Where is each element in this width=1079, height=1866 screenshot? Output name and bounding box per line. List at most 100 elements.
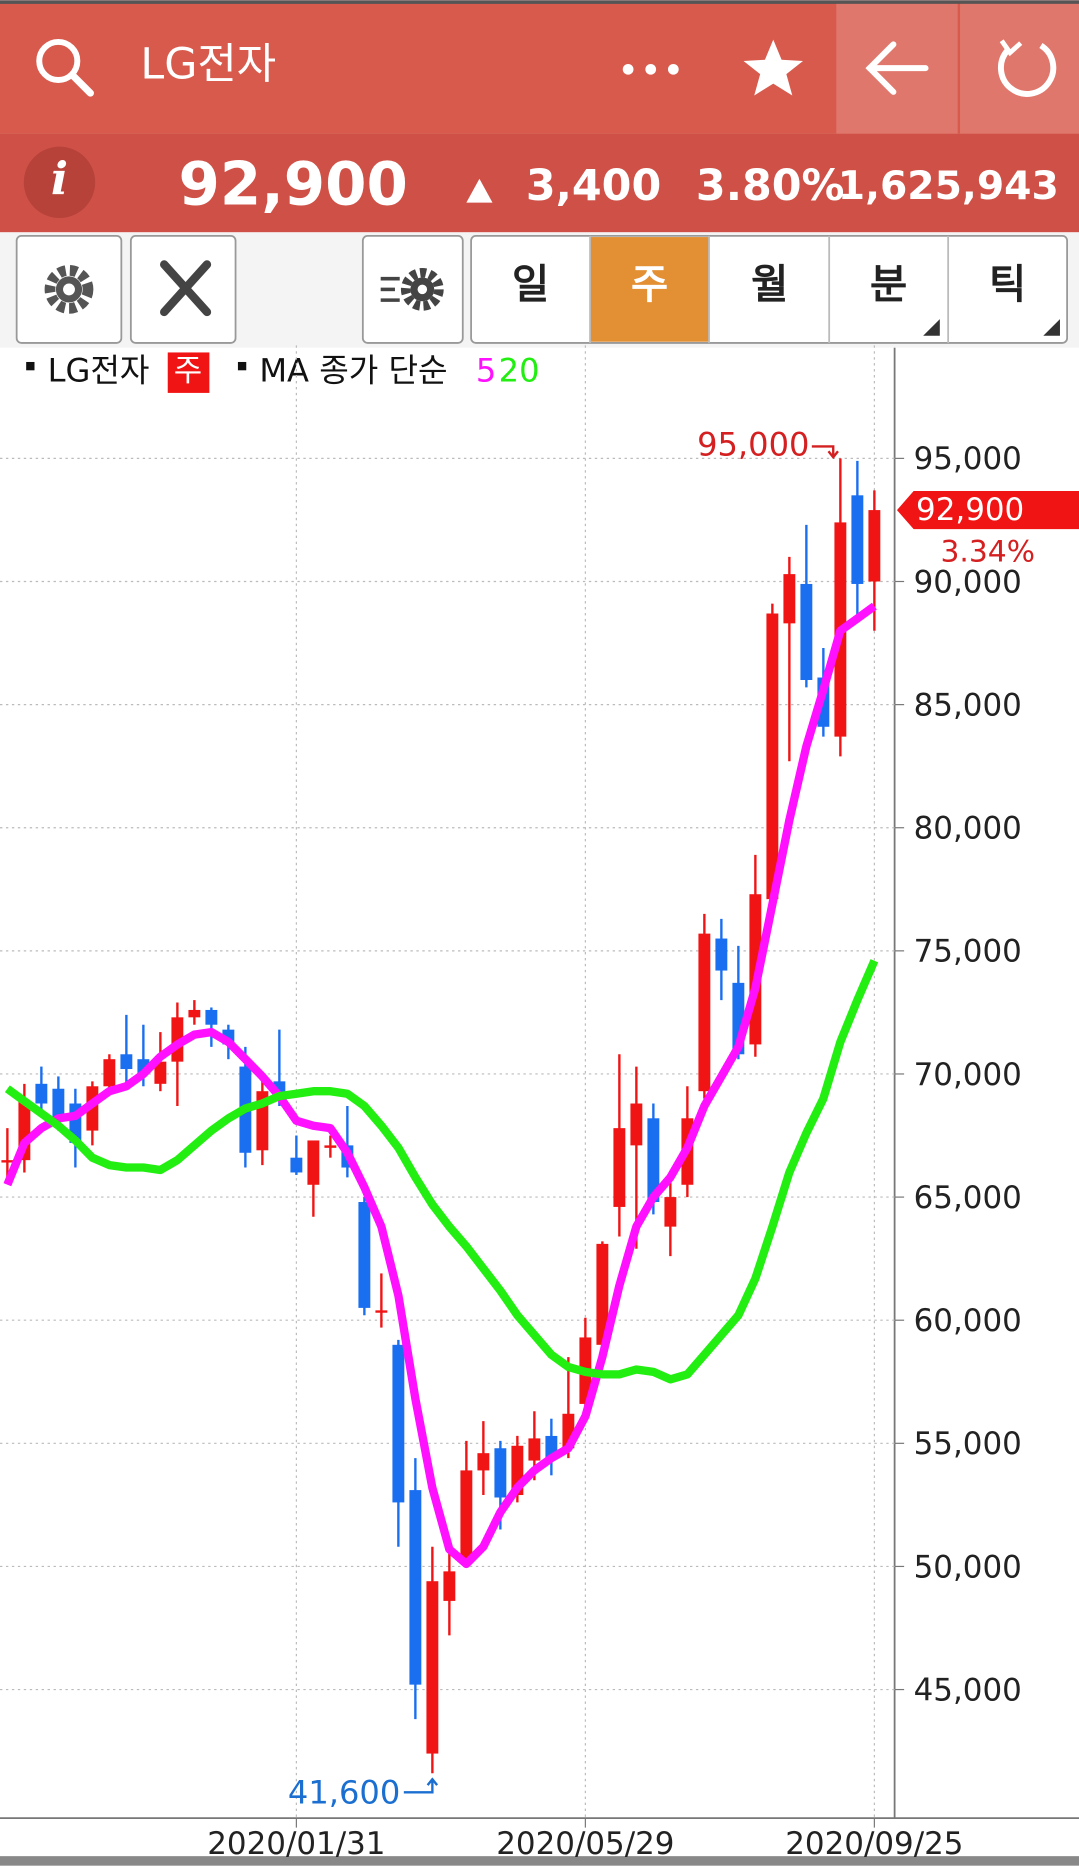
candle-body xyxy=(528,1438,541,1461)
candle-body xyxy=(783,574,796,624)
y-tick-label: 55,000 xyxy=(914,1426,1022,1462)
candle-body xyxy=(120,1054,133,1070)
candle-body xyxy=(52,1088,65,1119)
legend-ma-title: MA 종가 단순 xyxy=(259,352,447,390)
tools-button[interactable] xyxy=(129,234,237,344)
candle-body xyxy=(205,1009,218,1025)
candle-body xyxy=(18,1101,31,1161)
candle-body xyxy=(630,1103,643,1146)
candle-body xyxy=(324,1145,337,1148)
change: 3,400 xyxy=(526,161,661,211)
candle-body xyxy=(443,1571,456,1601)
candle-body xyxy=(35,1083,48,1104)
active-tab xyxy=(590,237,710,342)
y-tick-label: 80,000 xyxy=(914,811,1022,847)
refresh-icon-head xyxy=(999,39,1023,57)
candle-body xyxy=(256,1091,269,1151)
y-tick-label: 75,000 xyxy=(914,934,1022,970)
quote-bar xyxy=(0,133,1079,233)
candle-body xyxy=(647,1118,660,1203)
legend-period-box xyxy=(167,352,210,393)
candle-body xyxy=(851,495,864,584)
candle-body xyxy=(460,1470,473,1560)
tab[interactable]: 일 xyxy=(512,260,549,308)
max-arrow xyxy=(811,445,839,460)
candle-body xyxy=(409,1490,422,1685)
min-label: 41,600 xyxy=(288,1774,400,1812)
candle-body xyxy=(358,1202,371,1308)
refresh-button[interactable] xyxy=(960,3,1079,134)
legend-series: 5 xyxy=(476,352,496,390)
indicator-button[interactable] xyxy=(361,234,464,344)
candle-body xyxy=(222,1029,235,1045)
tab[interactable]: 월 xyxy=(751,260,788,308)
x-tick-label: 2020/01/31 xyxy=(207,1826,385,1862)
legend-period: 주 xyxy=(174,353,202,389)
candle-body xyxy=(596,1243,609,1345)
y-tick-label: 95,000 xyxy=(914,441,1022,477)
candle-body xyxy=(188,1009,201,1018)
candle-body xyxy=(664,1197,677,1227)
min-arrow xyxy=(403,1777,439,1794)
favorite-button[interactable] xyxy=(743,39,804,96)
legend-marker xyxy=(26,361,35,371)
candle-body xyxy=(426,1581,439,1754)
y-tick-label: 60,000 xyxy=(914,1303,1022,1339)
tab-dividers xyxy=(589,235,950,343)
candle-body xyxy=(613,1128,626,1207)
y-tick-label: 90,000 xyxy=(914,564,1022,600)
candle-body xyxy=(477,1453,490,1471)
up-triangle xyxy=(466,178,493,203)
ma-line xyxy=(4,959,879,1384)
status-edge xyxy=(0,0,1079,4)
settings-button[interactable] xyxy=(15,234,123,344)
candle-body xyxy=(307,1140,320,1185)
candle-body xyxy=(103,1059,116,1087)
candle-body xyxy=(511,1445,524,1496)
ma-line xyxy=(3,602,877,1569)
back-icon xyxy=(865,41,929,95)
candle-body xyxy=(154,1061,167,1084)
candle-body xyxy=(732,982,745,1055)
candle-body xyxy=(698,933,711,1092)
legend-stock: LG전자 xyxy=(48,352,150,390)
x-tick-label: 2020/05/29 xyxy=(496,1826,674,1862)
x-tick-label: 2020/09/25 xyxy=(785,1826,963,1862)
candle-body xyxy=(69,1103,82,1143)
volume: 1,625,943 xyxy=(838,164,1059,209)
candle-body xyxy=(392,1344,405,1503)
refresh-icon xyxy=(998,43,1057,97)
candle-body xyxy=(715,938,728,971)
candle-body xyxy=(290,1157,303,1173)
stock-title[interactable]: LG전자 xyxy=(140,39,276,89)
info-button[interactable] xyxy=(23,146,96,219)
candle-body xyxy=(137,1059,150,1074)
y-tick-label: 70,000 xyxy=(914,1057,1022,1093)
y-tick-label: 65,000 xyxy=(914,1180,1022,1216)
tab-corner xyxy=(1043,319,1060,336)
search-button[interactable] xyxy=(36,38,94,97)
more-button[interactable] xyxy=(622,63,679,75)
candle-body xyxy=(766,613,779,900)
candle-body xyxy=(868,510,881,582)
tab[interactable]: 틱 xyxy=(989,260,1026,308)
last-price-label: 92,900 xyxy=(916,492,1024,528)
legend-marker xyxy=(237,361,247,371)
tab[interactable]: 분 xyxy=(870,260,907,308)
y-tick-label: 85,000 xyxy=(914,687,1022,723)
last-change-label: 3.34% xyxy=(941,534,1035,569)
bottom-edge xyxy=(0,1856,1079,1866)
candle-body xyxy=(171,1017,184,1062)
info-icon: i xyxy=(51,152,68,205)
legend-series: 20 xyxy=(499,352,540,390)
candle-body xyxy=(562,1413,575,1449)
change-rate: 3.80% xyxy=(696,161,845,211)
tab[interactable]: 주 xyxy=(631,260,668,308)
y-tick-label: 50,000 xyxy=(914,1549,1022,1585)
price: 92,900 xyxy=(178,150,407,219)
max-label: 95,000 xyxy=(697,425,809,463)
plot: 5 20 45,000 50,000 55,000 60,000 65,000 70,000 7… xyxy=(0,345,1079,1862)
candle-body xyxy=(494,1448,507,1498)
